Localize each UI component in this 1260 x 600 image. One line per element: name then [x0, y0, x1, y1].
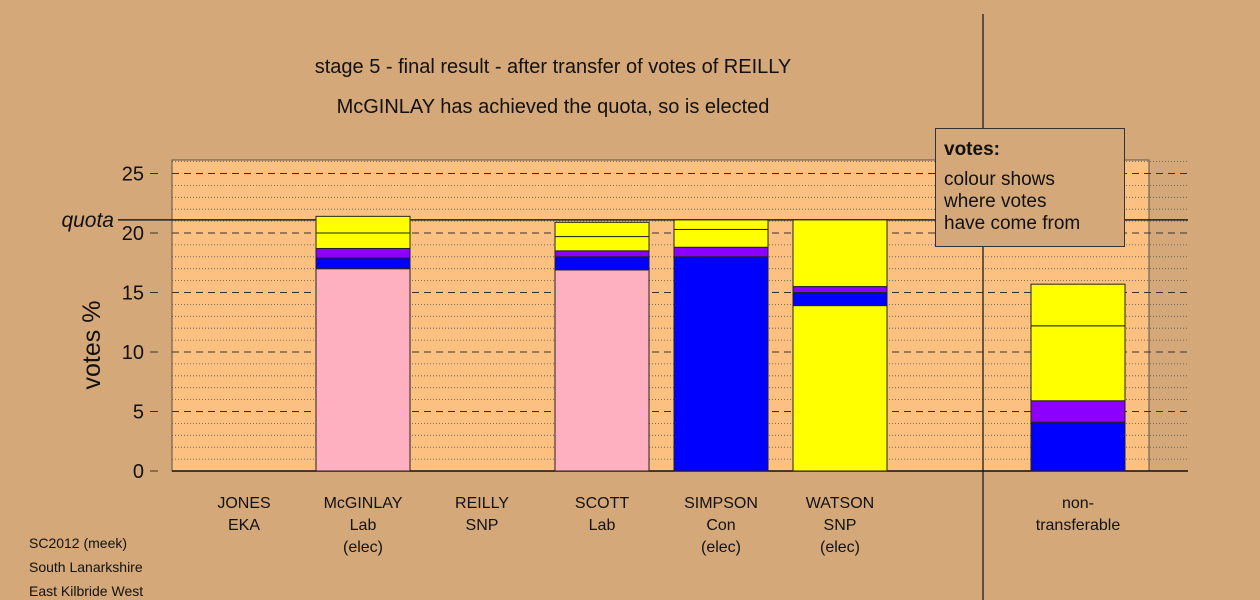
- legend-line: where votes: [944, 191, 1047, 212]
- footer-council: South Lanarkshire: [29, 559, 143, 575]
- y-tick-label: 0: [133, 461, 144, 483]
- category-label: SNP: [824, 517, 857, 534]
- bar-segment: [315, 215, 411, 234]
- chart-subtitle: McGINLAY has achieved the quota, so is e…: [336, 96, 770, 118]
- footer-source: SC2012 (meek): [29, 535, 128, 551]
- bar-segment: [1030, 283, 1126, 327]
- bar-segment: [554, 236, 650, 252]
- category-label: McGINLAY: [324, 495, 403, 512]
- bar-segment: [1030, 325, 1126, 402]
- bar-segment: [554, 269, 650, 472]
- bar-segment: [1030, 400, 1126, 423]
- bar-segment: [315, 268, 411, 472]
- category-label: transferable: [1036, 517, 1121, 534]
- category-label: (elec): [701, 539, 741, 556]
- bar-segment: [792, 286, 888, 293]
- category-label: JONES: [217, 495, 270, 512]
- legend-line: have come from: [944, 213, 1081, 234]
- legend-line: colour shows: [944, 169, 1055, 190]
- category-label: non-: [1062, 495, 1094, 512]
- bar-segment: [315, 257, 411, 270]
- bar-segment: [792, 305, 888, 472]
- category-label: (elec): [343, 539, 383, 556]
- bar-segment: [315, 247, 411, 259]
- category-label: Lab: [589, 517, 616, 534]
- y-tick-label: 10: [122, 342, 144, 364]
- chart-title: stage 5 - final result - after transfer …: [314, 56, 792, 78]
- category-label: (elec): [820, 539, 860, 556]
- category-label: Con: [706, 517, 735, 534]
- y-tick-label: 15: [122, 283, 144, 305]
- category-label: SIMPSON: [684, 495, 758, 512]
- y-tick-label: 5: [133, 402, 144, 424]
- bar-segment: [673, 219, 769, 230]
- bar-segment: [673, 228, 769, 248]
- bar-segment: [792, 219, 888, 288]
- y-tick-label: 20: [122, 223, 144, 245]
- bar-segment: [554, 256, 650, 271]
- bar-segment: [792, 292, 888, 307]
- quota-label: quota: [61, 209, 114, 232]
- bar-segment: [315, 232, 411, 249]
- category-label: EKA: [228, 517, 260, 534]
- y-axis-label: votes %: [78, 301, 106, 390]
- y-tick-label: 25: [122, 164, 144, 186]
- legend-box: votes: colour shows where votes have com…: [935, 128, 1125, 247]
- category-label: SNP: [466, 517, 499, 534]
- bar-segment: [673, 246, 769, 258]
- bar-segment: [554, 250, 650, 258]
- bar-segment: [554, 221, 650, 238]
- footer-ward: East Kilbride West: [29, 583, 144, 599]
- bar-segment: [1030, 421, 1126, 472]
- category-label: Lab: [350, 517, 377, 534]
- category-label: WATSON: [806, 495, 874, 512]
- bar-segment: [673, 256, 769, 472]
- category-label: SCOTT: [575, 495, 629, 512]
- legend-title: votes:: [944, 139, 1000, 160]
- category-label: REILLY: [455, 495, 509, 512]
